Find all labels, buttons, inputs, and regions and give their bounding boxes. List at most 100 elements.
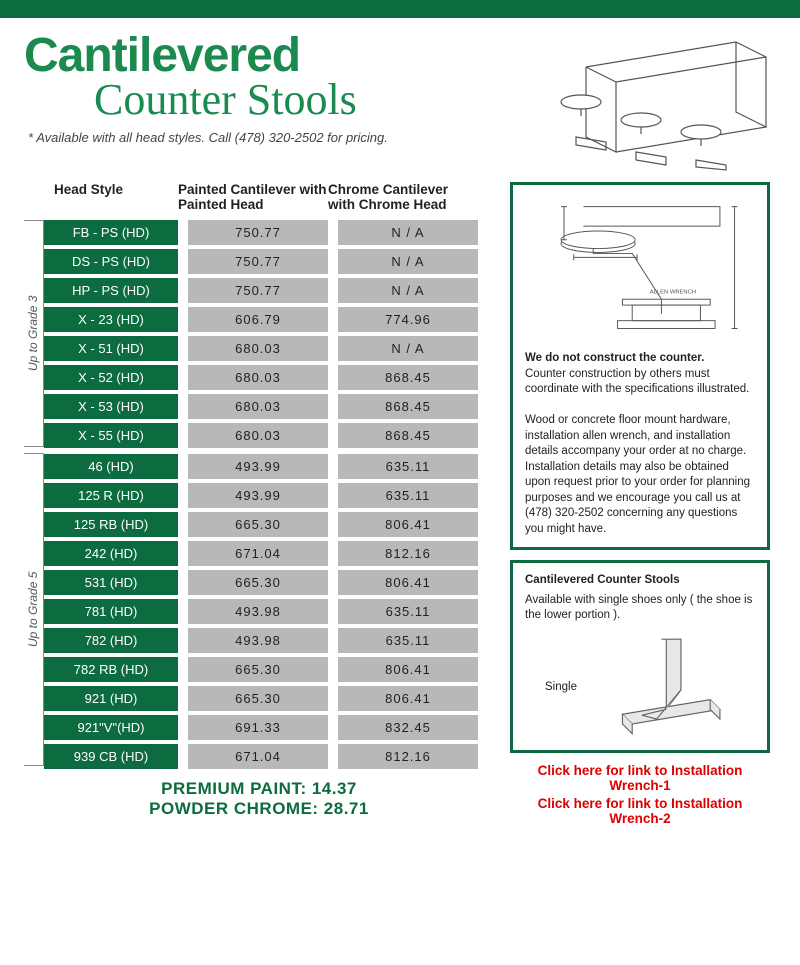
painted-cell: 493.98 bbox=[188, 628, 328, 653]
headstyle-cell: X - 23 (HD) bbox=[44, 307, 178, 332]
table-row: HP - PS (HD) 750.77 N / A bbox=[44, 278, 494, 303]
table-row: 125 RB (HD)665.30806.41 bbox=[44, 512, 494, 537]
painted-cell: 750.77 bbox=[188, 278, 328, 303]
headstyle-cell: 125 RB (HD) bbox=[44, 512, 178, 537]
chrome-cell: 635.11 bbox=[338, 454, 478, 479]
install-links: Click here for link to Installation Wren… bbox=[510, 763, 770, 826]
chrome-cell: 812.16 bbox=[338, 541, 478, 566]
table-row: 782 (HD) 493.98 635.11 bbox=[44, 628, 494, 653]
chrome-cell: N / A bbox=[338, 278, 478, 303]
chrome-cell: 812.16 bbox=[338, 744, 478, 769]
col-header-headstyle: Head Style bbox=[24, 182, 178, 212]
table-row: 125 R (HD) 493.99 635.11 bbox=[44, 483, 494, 508]
table-row: X - 55 (HD)680.03868.45 bbox=[44, 423, 494, 448]
shoe-illustration: Single bbox=[525, 630, 755, 740]
shoe-title: Cantilevered Counter Stools bbox=[525, 573, 755, 589]
link-wrench-1[interactable]: Click here for link to Installation Wren… bbox=[510, 763, 770, 793]
svg-text:ALLEN WRENCH: ALLEN WRENCH bbox=[650, 289, 696, 295]
headstyle-cell: FB - PS (HD) bbox=[44, 220, 178, 245]
painted-cell: 671.04 bbox=[188, 541, 328, 566]
table-row: X - 53 (HD)680.03868.45 bbox=[44, 394, 494, 419]
painted-cell: 606.79 bbox=[188, 307, 328, 332]
rows-container: FB - PS (HD)750.77N / ADS - PS (HD)750.7… bbox=[44, 220, 494, 773]
chrome-cell: 806.41 bbox=[338, 686, 478, 711]
info-box: ALLEN WRENCH We do not construct the cou… bbox=[510, 182, 770, 550]
table-row: 46 (HD)493.99635.11 bbox=[44, 454, 494, 479]
table-row: 242 (HD) 671.04 812.16 bbox=[44, 541, 494, 566]
chrome-cell: 774.96 bbox=[338, 307, 478, 332]
chrome-cell: 635.11 bbox=[338, 599, 478, 624]
table-body: Up to Grade 3 Up to Grade 5 FB - PS (HD)… bbox=[24, 220, 494, 773]
shoe-desc: Available with single shoes only ( the s… bbox=[525, 593, 755, 624]
counter-stools-illustration bbox=[546, 32, 776, 172]
chrome-cell: N / A bbox=[338, 336, 478, 361]
chrome-cell: 868.45 bbox=[338, 365, 478, 390]
table-row: 939 CB (HD) 671.04 812.16 bbox=[44, 744, 494, 769]
headstyle-cell: 242 (HD) bbox=[44, 541, 178, 566]
painted-cell: 671.04 bbox=[188, 744, 328, 769]
painted-cell: 665.30 bbox=[188, 570, 328, 595]
chrome-cell: 806.41 bbox=[338, 657, 478, 682]
table-row: 782 RB (HD) 665.30 806.41 bbox=[44, 657, 494, 682]
group-0: FB - PS (HD)750.77N / ADS - PS (HD)750.7… bbox=[44, 220, 494, 448]
painted-cell: 680.03 bbox=[188, 365, 328, 390]
table-row: FB - PS (HD) 750.77 N / A bbox=[44, 220, 494, 245]
headstyle-cell: DS - PS (HD) bbox=[44, 249, 178, 274]
header: Cantilevered Counter Stools * Available … bbox=[24, 32, 776, 182]
headstyle-cell: HP - PS (HD) bbox=[44, 278, 178, 303]
chrome-cell: 635.11 bbox=[338, 628, 478, 653]
headstyle-cell: X - 53 (HD) bbox=[44, 394, 178, 419]
chrome-cell: N / A bbox=[338, 249, 478, 274]
painted-cell: 493.98 bbox=[188, 599, 328, 624]
painted-cell: 665.30 bbox=[188, 657, 328, 682]
group-labels: Up to Grade 3 Up to Grade 5 bbox=[24, 220, 44, 773]
footer-prices: PREMIUM PAINT: 14.37 POWDER CHROME: 28.7… bbox=[24, 779, 494, 819]
table-row: 921 (HD) 665.30 806.41 bbox=[44, 686, 494, 711]
headstyle-cell: 781 (HD) bbox=[44, 599, 178, 624]
table-row: 781 (HD) 493.98 635.11 bbox=[44, 599, 494, 624]
chrome-cell: 868.45 bbox=[338, 423, 478, 448]
painted-cell: 665.30 bbox=[188, 686, 328, 711]
main-content: Head Style Painted Cantilever with Paint… bbox=[24, 182, 776, 829]
table-row: DS - PS (HD)750.77N / A bbox=[44, 249, 494, 274]
headstyle-cell: 782 RB (HD) bbox=[44, 657, 178, 682]
headstyle-cell: 921"V"(HD) bbox=[44, 715, 178, 740]
headstyle-cell: 782 (HD) bbox=[44, 628, 178, 653]
premium-paint-price: PREMIUM PAINT: 14.37 bbox=[24, 779, 494, 799]
table-row: X - 51 (HD) 680.03 N / A bbox=[44, 336, 494, 361]
headstyle-cell: 939 CB (HD) bbox=[44, 744, 178, 769]
col-header-painted: Painted Cantilever with Painted Head bbox=[178, 182, 328, 212]
headstyle-cell: 921 (HD) bbox=[44, 686, 178, 711]
chrome-cell: 806.41 bbox=[338, 512, 478, 537]
group-label-grade5: Up to Grade 5 bbox=[24, 453, 44, 766]
chrome-cell: 868.45 bbox=[338, 394, 478, 419]
table-row: 921"V"(HD)691.33832.45 bbox=[44, 715, 494, 740]
chrome-cell: 635.11 bbox=[338, 483, 478, 508]
headstyle-cell: 531 (HD) bbox=[44, 570, 178, 595]
group-label-grade3: Up to Grade 3 bbox=[24, 220, 44, 447]
table-row: X - 23 (HD) 606.79 774.96 bbox=[44, 307, 494, 332]
headstyle-cell: 46 (HD) bbox=[44, 454, 178, 479]
painted-cell: 680.03 bbox=[188, 336, 328, 361]
shoe-box: Cantilevered Counter Stools Available wi… bbox=[510, 560, 770, 753]
painted-cell: 750.77 bbox=[188, 220, 328, 245]
info-line2: Wood or concrete floor mount hardware, i… bbox=[525, 413, 755, 537]
spec-diagram: ALLEN WRENCH bbox=[525, 195, 755, 345]
pricing-table-section: Head Style Painted Cantilever with Paint… bbox=[24, 182, 494, 829]
headstyle-cell: X - 51 (HD) bbox=[44, 336, 178, 361]
col-header-chrome: Chrome Cantilever with Chrome Head bbox=[328, 182, 478, 212]
table-row: 531 (HD)665.30806.41 bbox=[44, 570, 494, 595]
chrome-cell: N / A bbox=[338, 220, 478, 245]
info-line1: Counter construction by others must coor… bbox=[525, 367, 755, 398]
chrome-cell: 832.45 bbox=[338, 715, 478, 740]
headstyle-cell: X - 52 (HD) bbox=[44, 365, 178, 390]
table-row: X - 52 (HD) 680.03 868.45 bbox=[44, 365, 494, 390]
painted-cell: 493.99 bbox=[188, 483, 328, 508]
powder-chrome-price: POWDER CHROME: 28.71 bbox=[24, 799, 494, 819]
info-headline: We do not construct the counter. bbox=[525, 351, 755, 367]
painted-cell: 680.03 bbox=[188, 423, 328, 448]
page: Cantilevered Counter Stools * Available … bbox=[0, 18, 800, 839]
table-header-row: Head Style Painted Cantilever with Paint… bbox=[24, 182, 494, 212]
headstyle-cell: 125 R (HD) bbox=[44, 483, 178, 508]
link-wrench-2[interactable]: Click here for link to Installation Wren… bbox=[510, 796, 770, 826]
